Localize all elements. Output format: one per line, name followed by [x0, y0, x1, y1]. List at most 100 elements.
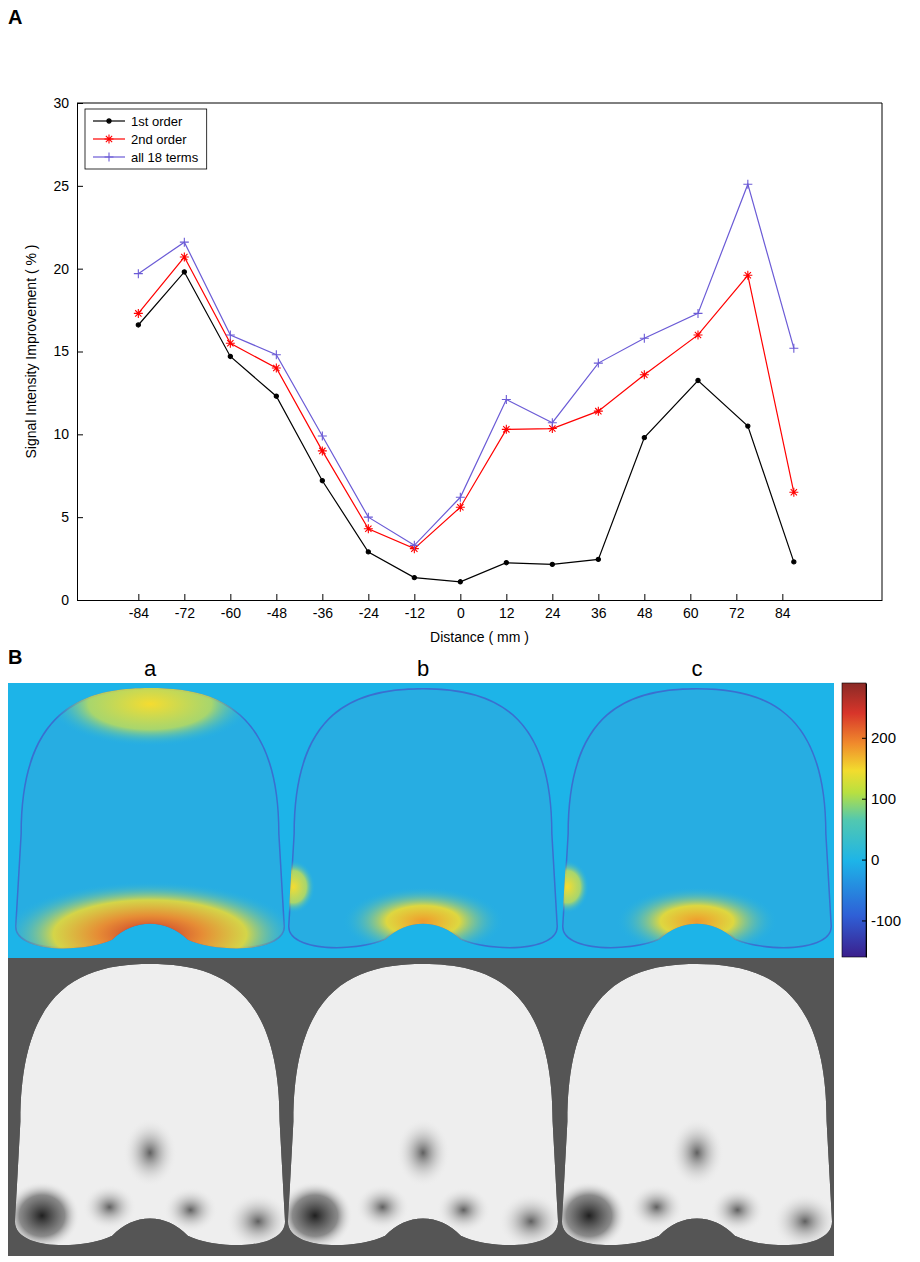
series-marker — [228, 354, 232, 358]
panel-label: A — [8, 6, 22, 28]
series-marker — [694, 309, 703, 318]
x-tick-label: 36 — [591, 605, 607, 621]
legend-marker — [105, 135, 114, 144]
x-tick: -12 — [405, 594, 425, 621]
x-axis: -84-72-60-48-36-24-12012243648607284 — [78, 594, 883, 621]
colorbar-tick: 100 — [862, 790, 896, 807]
field-blob — [47, 662, 252, 747]
series-marker — [134, 309, 143, 318]
colorbar-tick-mark — [862, 860, 866, 861]
field-blob — [342, 887, 504, 956]
series-marker — [504, 561, 508, 565]
x-tick-label: -48 — [267, 605, 287, 621]
x-tick: -84 — [129, 594, 149, 621]
series-marker — [182, 270, 186, 274]
series-marker — [596, 557, 600, 561]
series-marker — [456, 493, 465, 502]
y-tick-label: 20 — [53, 261, 69, 277]
field-blob — [272, 860, 315, 913]
colorbar-tick-label: -100 — [871, 912, 901, 929]
magnitude-image — [551, 964, 837, 1250]
series-marker — [640, 370, 649, 379]
y-tick: 25 — [53, 178, 83, 194]
legend-box — [85, 109, 207, 169]
magnitude-image — [277, 964, 563, 1250]
x-tick-label: 60 — [683, 605, 699, 621]
x-tick-label: -12 — [405, 605, 425, 621]
x-tick: 0 — [457, 594, 465, 621]
x-tick-label: 24 — [545, 605, 561, 621]
figure: A-84-72-60-48-36-24-12012243648607284051… — [0, 0, 920, 1262]
x-tick: -72 — [175, 594, 195, 621]
series-marker — [272, 364, 281, 373]
colorbar-axis: 200 100 0 -100 — [862, 684, 901, 958]
x-tick: -24 — [359, 594, 379, 621]
y-tick: 20 — [53, 261, 83, 277]
series-line — [138, 184, 794, 545]
y-tick-mark — [77, 269, 83, 270]
series-marker — [318, 446, 327, 455]
legend-marker — [107, 119, 111, 123]
x-tick: 60 — [683, 594, 699, 621]
series-marker — [694, 330, 703, 339]
x-tick-mark — [138, 594, 139, 600]
x-tick: 36 — [591, 594, 607, 621]
image-shade — [670, 1118, 724, 1187]
series-line — [138, 272, 794, 582]
colorbar-tick-label: 200 — [871, 729, 896, 746]
y-tick-label: 0 — [61, 592, 69, 608]
magnitude-image — [4, 964, 290, 1250]
legend-label: 1st order — [131, 114, 183, 129]
field-map — [272, 688, 558, 956]
y-axis: 0 5 10 15 20 25 30 — [53, 95, 83, 608]
colorbar-tick: 0 — [862, 851, 879, 868]
series-marker — [640, 334, 649, 343]
y-tick-mark — [77, 352, 83, 353]
y-tick: 10 — [53, 426, 83, 442]
series-marker — [456, 503, 465, 512]
x-axis-line — [78, 600, 883, 601]
y-tick-label: 30 — [53, 95, 69, 111]
series-marker — [364, 513, 373, 522]
series-line — [138, 257, 794, 549]
image-shade — [123, 1118, 177, 1187]
image-shade — [277, 1181, 353, 1250]
series-marker — [226, 339, 235, 348]
x-tick-mark — [598, 594, 599, 600]
legend-label: 2nd order — [131, 132, 187, 147]
field-blob — [546, 860, 589, 913]
series-marker — [412, 576, 416, 580]
x-tick-mark — [460, 594, 461, 600]
series-marker — [364, 524, 373, 533]
x-tick-mark — [414, 594, 415, 600]
colorbar-tick-mark — [862, 799, 866, 800]
colorbar — [842, 683, 866, 957]
image-shade — [773, 1193, 838, 1250]
series-marker — [458, 580, 462, 584]
y-tick: 5 — [61, 509, 83, 525]
x-tick: -36 — [313, 594, 333, 621]
colorbar-tick: -100 — [862, 912, 901, 929]
colorbar-tick: 200 — [862, 729, 896, 746]
x-tick-mark — [184, 594, 185, 600]
series-marker — [792, 560, 796, 564]
series-marker — [642, 436, 646, 440]
image-shade — [499, 1193, 564, 1250]
series-marker — [696, 378, 700, 382]
x-tick-label: -60 — [221, 605, 241, 621]
series-marker — [366, 550, 370, 554]
colorbar-axis-line — [866, 684, 867, 958]
x-tick-mark — [690, 594, 691, 600]
series-marker — [318, 431, 327, 440]
series-marker — [274, 394, 278, 398]
x-tick-label: -36 — [313, 605, 333, 621]
series-marker — [410, 541, 419, 550]
y-tick-label: 15 — [53, 343, 69, 359]
series-marker — [743, 180, 752, 189]
x-tick: -48 — [267, 594, 287, 621]
image-shade — [226, 1193, 291, 1250]
legend-label: all 18 terms — [131, 150, 199, 165]
colorbar-tick-mark — [862, 738, 866, 739]
image-background — [8, 958, 834, 1256]
x-tick: -60 — [221, 594, 241, 621]
